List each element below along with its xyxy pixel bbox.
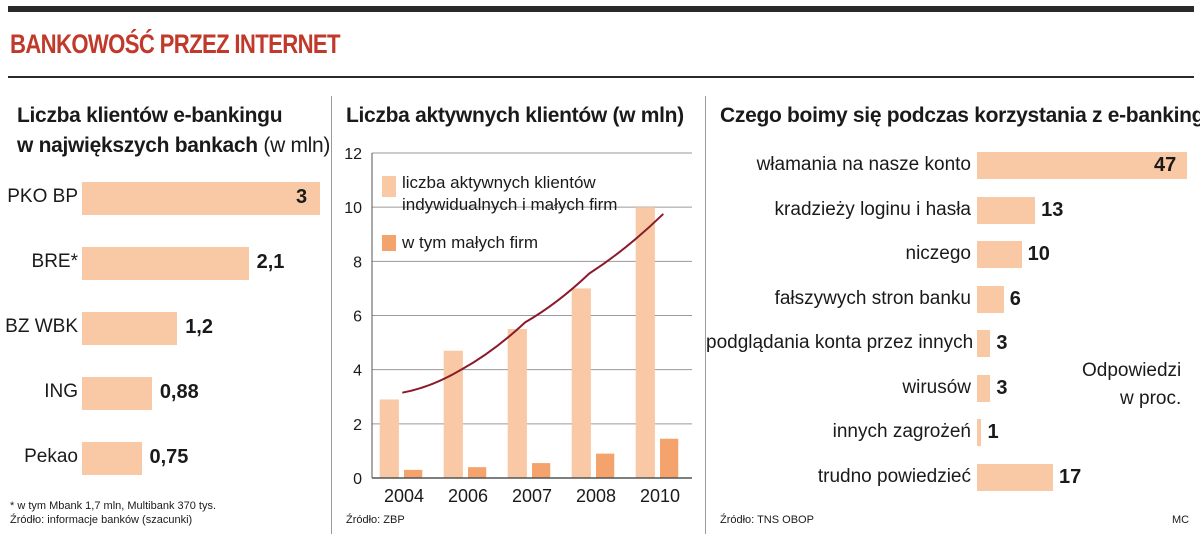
y-tick-label: 4 (353, 363, 362, 380)
bar (82, 442, 142, 475)
data-label: 17 (1058, 465, 1082, 488)
panel3-source: Źródło: TNS OBOP (720, 514, 814, 526)
x-tick-label: 2010 (640, 486, 680, 506)
bar (977, 419, 982, 446)
panel1-title-line2: w największych bankach (w mln) (17, 131, 330, 161)
data-label: 0,75 (149, 446, 189, 468)
data-label: 6 (1009, 287, 1021, 310)
y-tick-label: 0 (353, 471, 362, 488)
data-label: 1,2 (185, 316, 213, 338)
bar-label: trudno powiedzieć (817, 465, 971, 487)
panel3-title: Czego boimy się podczas korzystania z e-… (720, 104, 1200, 127)
legend-label: indywidualnych i małych firm (402, 195, 617, 214)
bar-label: włamania na nasze konto (756, 154, 971, 175)
bar (82, 377, 152, 410)
y-tick-label: 10 (344, 200, 362, 217)
bar-label: kradzieży loginu i hasła (774, 198, 971, 220)
bar-label: niczego (905, 243, 972, 264)
page-title: BANKOWOŚĆ PRZEZ INTERNET (10, 29, 341, 59)
panel3-note-line2: w proc. (1120, 388, 1182, 409)
data-label: 10 (1027, 243, 1050, 265)
bar (660, 438, 679, 478)
bar (468, 467, 487, 478)
data-label: 13 (1041, 198, 1064, 221)
panel3-credit: MC (1172, 514, 1190, 526)
panel1-title-main: w największych bankach (17, 134, 258, 157)
bar (977, 330, 991, 357)
bar-label: ING (44, 381, 78, 402)
bar (532, 463, 551, 478)
bar (977, 463, 1053, 491)
legend-swatch-series-2 (382, 235, 396, 251)
bar-label: podglądania konta przez innych (706, 332, 974, 353)
y-tick-label: 8 (353, 254, 362, 271)
bar (443, 350, 463, 478)
x-tick-label: 2006 (448, 486, 488, 506)
bar (635, 207, 655, 478)
bar (977, 241, 1022, 268)
bar (82, 312, 178, 345)
bar (379, 399, 399, 478)
data-label: 3 (996, 376, 1008, 399)
title-rule (8, 76, 1194, 78)
bar (977, 374, 991, 402)
bar (596, 453, 615, 478)
x-tick-label: 2007 (512, 486, 552, 506)
data-label: 1 (987, 421, 999, 443)
panel2-title: Liczba aktywnych klientów (w mln) (346, 104, 684, 127)
bar (977, 196, 1036, 224)
bar-label: innych zagrożeń (832, 421, 971, 442)
bar-label: PKO BP (7, 186, 78, 207)
panel1-source: Źródło: informacje banków (szacunki) (10, 514, 193, 526)
bar (82, 182, 320, 215)
bar (507, 329, 527, 478)
panel-divider-2 (705, 96, 706, 534)
legend-label: liczba aktywnych klientów (402, 173, 596, 192)
y-tick-label: 6 (353, 309, 362, 326)
legend-swatch-series-1 (382, 176, 396, 197)
y-tick-label: 2 (353, 417, 362, 434)
data-label: 3 (296, 186, 308, 208)
panel1-footnote: * w tym Mbank 1,7 mln, Multibank 370 tys… (10, 500, 217, 512)
bar (82, 247, 249, 280)
bar-label: wirusów (902, 376, 971, 398)
panel-divider-1 (331, 96, 332, 534)
panel3-note-line1: Odpowiedzi (1082, 360, 1182, 381)
top-rule (8, 6, 1194, 12)
bar (404, 469, 423, 478)
data-label: 0,88 (159, 381, 199, 403)
x-tick-label: 2008 (576, 486, 616, 506)
x-tick-label: 2004 (384, 486, 424, 506)
panel1-title-line1: Liczba klientów e-bankingu (17, 104, 283, 127)
legend-label: w tym małych firm (401, 233, 538, 252)
panel1-title-unit: (w mln) (263, 134, 331, 157)
bar (977, 285, 1004, 313)
data-label: 2,1 (256, 251, 285, 273)
bar (571, 288, 591, 478)
panel2-source: Źródło: ZBP (346, 514, 405, 526)
trend-line (402, 213, 664, 394)
bar-label: BRE* (31, 251, 78, 272)
bar (977, 152, 1187, 179)
y-tick-label: 12 (344, 146, 362, 163)
bar-label: BZ WBK (5, 316, 78, 337)
data-label: 3 (996, 332, 1008, 354)
data-label: 47 (1154, 154, 1177, 176)
bar-label: Pekao (24, 446, 78, 467)
bar-label: fałszywych stron banku (774, 287, 971, 309)
